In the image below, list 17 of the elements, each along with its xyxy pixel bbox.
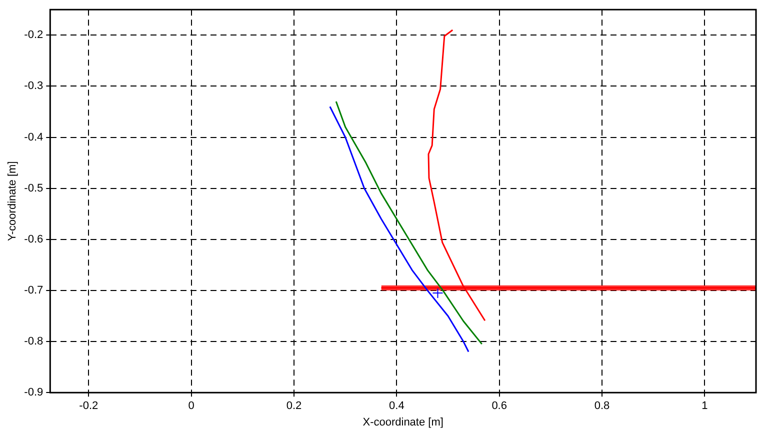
x-tick-label: 0 (188, 400, 194, 412)
y-tick-label: -0.8 (24, 336, 44, 348)
x-tick-label: -0.2 (79, 400, 98, 412)
y-tick-label: -0.3 (24, 80, 44, 92)
y-axis-title: Y-coordinate [m] (6, 161, 19, 241)
x-axis-title: X-coordinate [m] (362, 416, 444, 428)
x-tick-label: 0.4 (389, 400, 404, 412)
y-tick-label: -0.9 (24, 386, 44, 399)
y-tick-label: -0.2 (24, 29, 44, 42)
x-tick-label: 0.8 (594, 400, 610, 412)
x-tick-label: 0.6 (492, 400, 507, 412)
y-tick-label: -0.5 (24, 182, 44, 194)
y-tick-label: -0.7 (24, 284, 44, 296)
y-tick-label: -0.4 (24, 131, 44, 144)
x-tick-label: 0.2 (286, 400, 302, 412)
y-tick-label: -0.6 (24, 233, 44, 246)
x-tick-label: 1 (702, 400, 708, 412)
